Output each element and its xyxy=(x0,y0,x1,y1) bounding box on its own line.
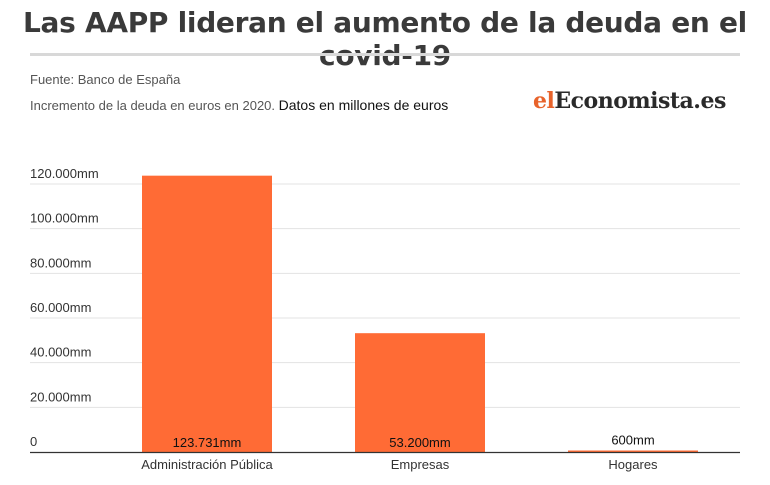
bar-data-label: 600mm xyxy=(611,433,654,448)
y-axis-ticks: 0 20.000mm 40.000mm 60.000mm 80.000mm 100.000… xyxy=(30,166,99,449)
subtitle-units: Datos en millones de euros xyxy=(278,97,449,113)
bar xyxy=(355,333,485,452)
data-labels: 123.731mm 53.200mm 600mm xyxy=(173,433,655,451)
bar-data-label: 123.731mm xyxy=(173,435,242,450)
publisher-logo: elEconomista.es xyxy=(533,88,726,114)
y-tick-label: 120.000mm xyxy=(30,166,99,181)
source-note: Fuente: Banco de España xyxy=(30,72,181,87)
y-tick-label: 60.000mm xyxy=(30,300,91,315)
y-tick-label: 0 xyxy=(30,434,37,449)
subtitle-prefix: Incremento de la deuda en euros en 2020. xyxy=(30,98,276,113)
title-divider xyxy=(30,53,740,56)
bar-data-label: 53.200mm xyxy=(389,435,450,450)
bars xyxy=(142,175,698,453)
y-tick-label: 40.000mm xyxy=(30,345,91,360)
y-tick-label: 100.000mm xyxy=(30,211,99,226)
logo-el: el xyxy=(533,88,555,114)
x-category-label: Empresas xyxy=(391,457,450,472)
y-tick-label: 80.000mm xyxy=(30,255,91,270)
x-category-label: Administración Pública xyxy=(141,457,273,472)
logo-economista: Economista.es xyxy=(554,88,726,114)
x-axis-categories: Administración Pública Empresas Hogares xyxy=(141,457,658,472)
chart-subtitle: Incremento de la deuda en euros en 2020.… xyxy=(30,97,448,113)
bar xyxy=(142,175,272,453)
bar xyxy=(568,450,698,452)
y-tick-label: 20.000mm xyxy=(30,389,91,404)
x-category-label: Hogares xyxy=(608,457,658,472)
